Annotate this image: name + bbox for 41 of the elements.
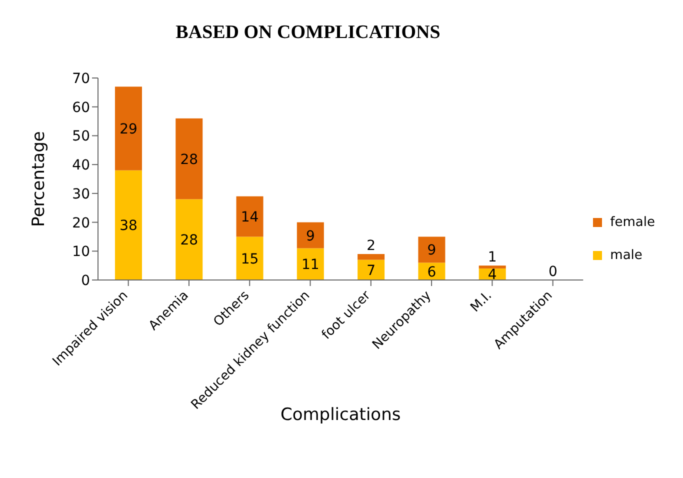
bar xyxy=(358,260,385,280)
data-label: 7 xyxy=(366,262,376,279)
bar xyxy=(296,248,324,280)
y-axis-title: Percentage xyxy=(29,131,50,227)
bar xyxy=(176,199,203,280)
data-label: 28 xyxy=(180,152,198,168)
data-label: 4 xyxy=(488,267,497,284)
y-tick-label: 0 xyxy=(81,272,90,289)
x-axis-title: Complications xyxy=(280,405,401,425)
data-label: 2 xyxy=(366,238,376,254)
legend-label: female xyxy=(610,215,655,230)
bar xyxy=(114,170,142,280)
y-tick-label: 30 xyxy=(72,186,90,202)
data-label: 29 xyxy=(120,122,138,138)
data-label: 15 xyxy=(240,251,259,268)
data-label: 11 xyxy=(302,257,320,274)
data-label: 6 xyxy=(427,264,436,280)
legend-label: male xyxy=(610,248,642,263)
bar xyxy=(418,236,446,263)
data-label: 14 xyxy=(240,210,259,226)
chart-title: BASED ON COMPLICATIONS xyxy=(174,22,442,44)
bar xyxy=(114,86,142,170)
bar xyxy=(358,254,385,260)
bar xyxy=(478,266,506,268)
data-label: 1 xyxy=(488,250,497,266)
y-tick-label: 50 xyxy=(72,128,90,145)
y-tick-label: 70 xyxy=(72,70,90,87)
bar xyxy=(236,196,264,237)
bar xyxy=(296,222,324,248)
y-tick-label: 60 xyxy=(72,100,90,116)
x-tick-label: M.I. xyxy=(468,288,496,316)
y-tick-label: 20 xyxy=(72,215,90,232)
data-label: 9 xyxy=(306,228,315,244)
y-tick-label: 40 xyxy=(72,158,90,174)
bar xyxy=(176,118,203,200)
bar xyxy=(236,236,264,280)
data-label: 38 xyxy=(120,218,138,234)
data-label: 28 xyxy=(180,232,198,249)
data-label: 0 xyxy=(548,264,558,280)
y-tick-label: 10 xyxy=(72,244,90,260)
data-label: 9 xyxy=(427,242,436,259)
